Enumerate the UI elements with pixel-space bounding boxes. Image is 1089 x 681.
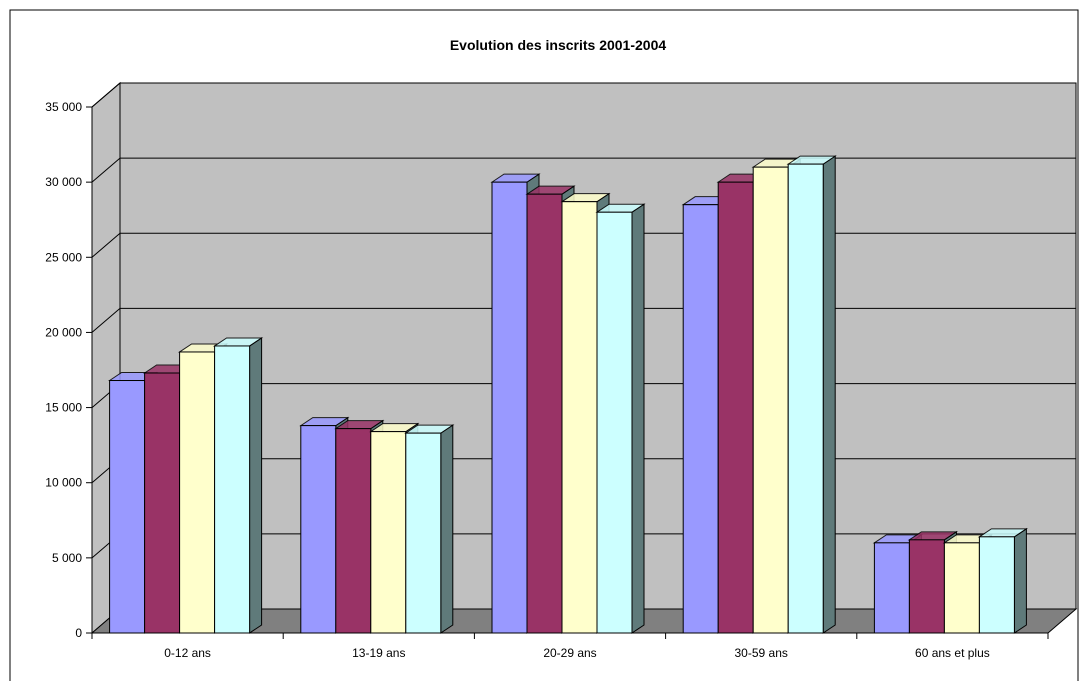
y-tick-label: 5 000 [52,551,82,565]
y-tick-label: 15 000 [45,401,82,415]
chart-title: Evolution des inscrits 2001-2004 [450,37,667,53]
gridline-side [91,82,121,108]
bar-side [249,337,263,634]
bar [491,181,528,634]
bar [561,201,598,634]
gridline-side [91,232,121,258]
bar [717,181,754,634]
gridline-side [91,308,121,333]
bar [300,425,337,634]
x-tick-label: 20-29 ans [543,646,596,660]
gridline-side [91,157,121,183]
bar [144,372,181,634]
bar [682,204,719,634]
bar [405,432,442,634]
bar [109,380,146,634]
bar [179,351,216,634]
bar [943,542,980,634]
bar [370,431,407,634]
bar-side [822,155,836,634]
x-tick-label: 0-12 ans [164,646,211,660]
bar [526,193,563,634]
bar-side [631,203,645,634]
bar [752,166,789,634]
bar [787,163,824,634]
bar-side [440,424,454,634]
y-tick-label: 35 000 [45,100,82,114]
x-tick-label: 13-19 ans [352,646,405,660]
bar [908,539,945,634]
bar [596,211,633,634]
y-tick-label: 25 000 [45,250,82,264]
y-tick-label: 20 000 [45,325,82,339]
x-tick-label: 30-59 ans [735,646,788,660]
x-tick-label: 60 ans et plus [915,646,990,660]
bar [978,536,1015,634]
y-tick-label: 0 [75,626,82,640]
plot-area: 0 5 000 10 000 15 000 20 000 25 000 30 000 35 0… [45,81,1078,660]
bar [873,542,910,634]
bar-side [1013,527,1027,634]
bar [335,428,372,634]
y-tick-label: 30 000 [45,175,82,189]
bar [214,345,251,634]
y-tick-label: 10 000 [45,476,82,490]
